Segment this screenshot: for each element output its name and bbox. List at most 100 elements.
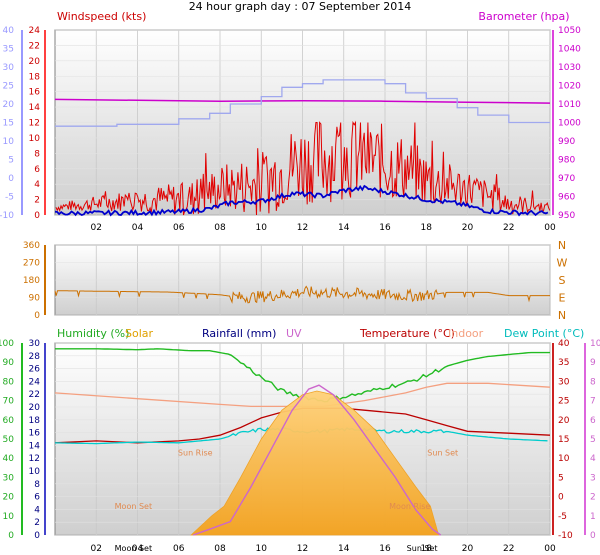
barometer-legend: Barometer (hpa) xyxy=(478,10,569,23)
rainfall-tick: 6 xyxy=(34,493,40,503)
x-tick-label: 04 xyxy=(132,223,144,233)
humidity-tick: 0 xyxy=(8,531,14,541)
windspeed-tick: 20 xyxy=(29,57,41,67)
x-tick-label: 00 xyxy=(544,223,556,233)
uv-tick: 1 xyxy=(590,512,596,522)
barometer-tick: 960 xyxy=(558,193,575,203)
indoor-legend: Indoor xyxy=(448,327,484,340)
x-tick-label: 18 xyxy=(421,223,433,233)
rainfall-tick: 2 xyxy=(34,518,40,528)
windspeed-tick: 18 xyxy=(29,72,41,82)
windspeed-tick: 24 xyxy=(29,26,41,36)
rainfall-tick: 14 xyxy=(29,441,41,451)
x-tick-label-bottom: 02 xyxy=(91,544,102,554)
temperature-legend: Temperature (°C) xyxy=(359,327,455,340)
temperature-tick: 10 xyxy=(558,454,570,464)
outer-axis-tick: 30 xyxy=(3,63,15,73)
outer-axis-tick: 0 xyxy=(8,174,14,184)
uv-tick: 8 xyxy=(590,377,596,387)
barometer-tick: 1000 xyxy=(558,119,581,129)
rainfall-tick: 22 xyxy=(29,390,40,400)
x-tick-label: 08 xyxy=(214,223,226,233)
rainfall-tick: 0 xyxy=(34,531,40,541)
uv-legend: UV xyxy=(286,327,302,340)
rainfall-tick: 26 xyxy=(29,365,41,375)
uv-tick: 9 xyxy=(590,358,596,368)
x-tick-label: 16 xyxy=(379,223,391,233)
rainfall-tick: 24 xyxy=(29,377,41,387)
outer-axis-tick: 35 xyxy=(3,45,14,55)
humidity-legend: Humidity (%) xyxy=(57,327,129,340)
temperature-tick: -5 xyxy=(558,512,567,522)
direction-tick: 270 xyxy=(23,259,40,269)
x-tick-label: 12 xyxy=(297,223,308,233)
windspeed-tick: 6 xyxy=(34,165,40,175)
humidity-tick: 40 xyxy=(3,454,15,464)
rainfall-tick: 20 xyxy=(29,403,41,413)
temperature-tick: 40 xyxy=(558,339,570,349)
x-tick-label-bottom: 18 xyxy=(421,544,433,554)
compass-label: S xyxy=(559,274,566,287)
humidity-tick: 10 xyxy=(3,512,15,522)
x-tick-label-bottom: 12 xyxy=(297,544,308,554)
barometer-tick: 1020 xyxy=(558,82,581,92)
x-tick-label-bottom: 06 xyxy=(173,544,185,554)
dew-point-legend: Dew Point (°C) xyxy=(504,327,584,340)
barometer-tick: 990 xyxy=(558,137,575,147)
x-tick-label-bottom: 04 xyxy=(132,544,144,554)
uv-tick: 0 xyxy=(590,531,596,541)
outer-axis-tick: 20 xyxy=(3,100,15,110)
uv-tick: 6 xyxy=(590,416,596,426)
windspeed-tick: 16 xyxy=(29,88,41,98)
x-tick-label-bottom: 22 xyxy=(503,544,514,554)
event-annotation: Moon Set xyxy=(115,502,152,511)
windspeed-tick: 12 xyxy=(29,119,40,129)
uv-tick: 3 xyxy=(590,473,596,483)
outer-axis-tick: -5 xyxy=(5,193,14,203)
humidity-tick: 70 xyxy=(3,397,15,407)
event-annotation: Moon Rise xyxy=(389,502,430,511)
barometer-tick: 1010 xyxy=(558,100,581,110)
x-tick-label-bottom: 00 xyxy=(544,544,556,554)
uv-series xyxy=(192,384,442,536)
uv-tick: 7 xyxy=(590,397,596,407)
humidity-tick: 100 xyxy=(0,339,14,349)
outer-axis-tick: 15 xyxy=(3,119,14,129)
x-tick-label-bottom: 14 xyxy=(338,544,350,554)
windspeed-tick: 4 xyxy=(34,180,40,190)
rainfall-legend: Rainfall (mm) xyxy=(202,327,276,340)
direction-tick: 180 xyxy=(23,276,40,286)
rainfall-tick: 8 xyxy=(34,480,40,490)
temperature-tick: 0 xyxy=(558,493,564,503)
windspeed-tick: 14 xyxy=(29,103,41,113)
temperature-tick: 35 xyxy=(558,358,569,368)
windspeed-average-series xyxy=(54,184,549,217)
x-tick-label: 22 xyxy=(503,223,514,233)
windspeed-tick: 8 xyxy=(34,149,40,159)
uv-tick: 5 xyxy=(590,435,596,445)
barometer-tick: 980 xyxy=(558,156,575,166)
rainfall-tick: 18 xyxy=(29,416,41,426)
barometer-tick: 970 xyxy=(558,174,575,184)
windspeed-tick: 2 xyxy=(34,196,40,206)
outer-axis-tick: 40 xyxy=(3,26,15,36)
temperature-tick: 30 xyxy=(558,377,570,387)
x-tick-label-bottom: 08 xyxy=(214,544,226,554)
outer-axis-tick: -10 xyxy=(0,211,14,221)
x-tick-label-bottom: 10 xyxy=(256,544,268,554)
rainfall-tick: 12 xyxy=(29,454,40,464)
solar-series xyxy=(190,390,440,536)
x-tick-label: 02 xyxy=(91,223,102,233)
direction-tick: 360 xyxy=(23,241,40,251)
rainfall-tick: 30 xyxy=(29,339,41,349)
humidity-tick: 50 xyxy=(3,435,15,445)
temperature-tick: 20 xyxy=(558,416,570,426)
x-tick-label: 20 xyxy=(462,223,474,233)
barometer-tick: 1030 xyxy=(558,63,581,73)
event-annotation: Sun Set xyxy=(427,448,458,457)
humidity-tick: 20 xyxy=(3,493,15,503)
barometer-tick: 950 xyxy=(558,211,575,221)
humidity-tick: 30 xyxy=(3,473,15,483)
event-marker-label: Moon Set xyxy=(115,544,152,553)
